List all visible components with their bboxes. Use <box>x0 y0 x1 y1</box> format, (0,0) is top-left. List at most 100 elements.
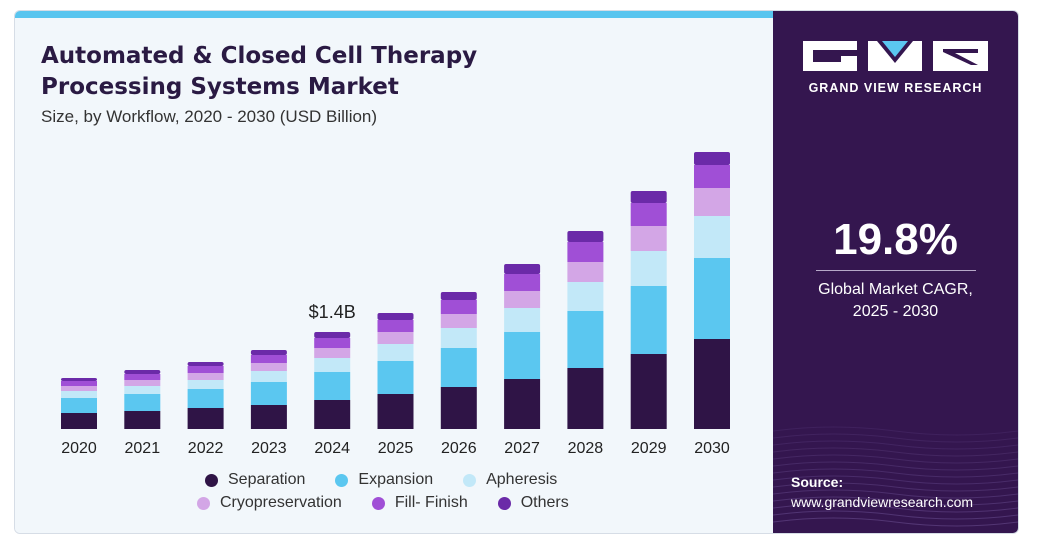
bar-expansion-2023 <box>250 382 287 405</box>
bar-apheresis-2025 <box>377 344 414 361</box>
bar-apheresis-2024 <box>314 358 351 372</box>
legend-label-expansion: Expansion <box>358 471 434 488</box>
title-line-2: Processing Systems Market <box>41 74 399 100</box>
legend-label-fill-finish: Fill- Finish <box>394 494 468 511</box>
bar-expansion-2026 <box>440 348 477 387</box>
x-tick-label-2029: 2029 <box>631 440 667 457</box>
bar-others-2023 <box>250 350 287 355</box>
bar-separation-2021 <box>124 411 161 429</box>
bar-fill-finish-2029 <box>630 203 667 226</box>
bar-cryopreservation-2024 <box>314 348 351 358</box>
chart-title: Automated & Closed Cell Therapy Processin… <box>41 41 477 103</box>
legend-label-separation: Separation <box>228 471 306 488</box>
annotation-label: $1.4B <box>309 302 356 322</box>
x-tick-label-2028: 2028 <box>568 440 604 457</box>
legend-item-others: Others <box>497 494 569 512</box>
legend-swatch-expansion <box>335 473 349 487</box>
bar-separation-2028 <box>567 368 604 429</box>
bar-separation-2022 <box>187 408 224 429</box>
x-tick-label-2022: 2022 <box>188 440 224 457</box>
bar-cryopreservation-2023 <box>250 363 287 371</box>
bar-expansion-2024 <box>314 372 351 400</box>
bar-separation-2030 <box>694 339 730 429</box>
accent-bar <box>15 11 773 18</box>
stacked-bar-chart: 2020 2021 2022 2023 2024 $1.4B 2025 2026 2027 202… <box>61 152 730 457</box>
bar-cryopreservation-2022 <box>187 373 224 380</box>
source-title: Source: <box>791 474 844 490</box>
legend-label-apheresis: Apheresis <box>486 471 558 488</box>
bar-apheresis-2027 <box>504 308 541 332</box>
infographic-card: Automated & Closed Cell Therapy Processin… <box>14 10 1019 534</box>
bar-separation-2025 <box>377 394 414 429</box>
cagr-divider <box>816 270 976 271</box>
legend-label-others: Others <box>520 494 569 511</box>
bar-expansion-2028 <box>567 311 604 368</box>
bar-expansion-2020 <box>61 398 97 413</box>
bar-apheresis-2022 <box>187 380 224 389</box>
legend-swatch-fill-finish <box>371 496 385 510</box>
x-tick-label-2024: 2024 <box>314 440 350 457</box>
legend-swatch-others <box>497 496 511 510</box>
cagr-value: 19.8% <box>833 215 958 264</box>
bar-cryopreservation-2027 <box>504 291 541 308</box>
legend-item-separation: Separation <box>205 471 305 489</box>
bar-others-2020 <box>61 378 97 381</box>
bar-others-2024 <box>314 332 351 338</box>
bar-fill-finish-2026 <box>440 300 477 314</box>
bar-fill-finish-2024 <box>314 338 351 348</box>
grand-view-research-logo <box>803 41 988 71</box>
bar-cryopreservation-2021 <box>124 380 161 386</box>
x-tick-label-2026: 2026 <box>441 440 477 457</box>
bar-expansion-2029 <box>630 286 667 354</box>
bar-others-2022 <box>187 362 224 366</box>
bar-expansion-2021 <box>124 394 161 411</box>
bar-cryopreservation-2029 <box>630 226 667 251</box>
bar-fill-finish-2021 <box>124 374 161 380</box>
bar-apheresis-2030 <box>694 216 730 258</box>
bar-separation-2027 <box>504 379 541 429</box>
bar-others-2026 <box>440 292 477 300</box>
bar-fill-finish-2023 <box>250 355 287 363</box>
cagr-label: Global Market CAGR, 2025 - 2030 <box>773 279 1018 323</box>
bar-fill-finish-2027 <box>504 274 541 291</box>
bar-fill-finish-2025 <box>377 320 414 332</box>
legend-swatch-cryopreservation <box>197 496 210 510</box>
bar-others-2029 <box>630 191 667 203</box>
bar-cryopreservation-2028 <box>567 262 604 282</box>
bar-separation-2024 <box>314 400 351 429</box>
title-line-1: Automated & Closed Cell Therapy <box>41 43 478 69</box>
source-url: www.grandviewresearch.com <box>791 494 974 510</box>
x-tick-label-2021: 2021 <box>125 440 161 457</box>
decorative-wave-pattern <box>773 426 1018 527</box>
bar-apheresis-2028 <box>567 282 604 311</box>
bar-cryopreservation-2020 <box>61 386 97 391</box>
bar-others-2021 <box>124 370 161 374</box>
bar-fill-finish-2030 <box>694 165 730 188</box>
bar-expansion-2027 <box>504 332 541 379</box>
legend-row-1: Separation Expansion Apheresis <box>205 471 587 489</box>
cagr-label-line-1: Global Market CAGR, <box>818 281 973 298</box>
brand-panel: GRAND VIEW RESEARCH 19.8% Global Market … <box>773 11 1018 533</box>
bar-separation-2026 <box>440 387 477 429</box>
legend-row-2: Cryopreservation Fill- Finish Others <box>197 494 599 512</box>
bar-separation-2029 <box>630 354 667 429</box>
bar-cryopreservation-2026 <box>440 314 477 328</box>
bar-apheresis-2026 <box>440 328 477 348</box>
brand-name: GRAND VIEW RESEARCH <box>808 81 983 95</box>
cagr-label-line-2: 2025 - 2030 <box>852 303 939 320</box>
legend-item-expansion: Expansion <box>335 471 433 489</box>
bar-apheresis-2020 <box>61 391 97 398</box>
bar-others-2025 <box>377 313 414 320</box>
legend-item-fill-finish: Fill- Finish <box>371 494 468 512</box>
x-tick-label-2027: 2027 <box>504 440 540 457</box>
bar-separation-2023 <box>250 405 287 429</box>
x-tick-label-2025: 2025 <box>378 440 414 457</box>
legend-item-cryopreservation: Cryopreservation <box>197 494 342 512</box>
x-tick-label-2020: 2020 <box>61 440 97 457</box>
bar-others-2028 <box>567 231 604 242</box>
legend-item-apheresis: Apheresis <box>463 471 557 489</box>
bar-others-2030 <box>694 152 730 165</box>
x-tick-label-2030: 2030 <box>694 440 730 457</box>
legend-swatch-apheresis <box>463 473 477 487</box>
x-tick-label-2023: 2023 <box>251 440 287 457</box>
